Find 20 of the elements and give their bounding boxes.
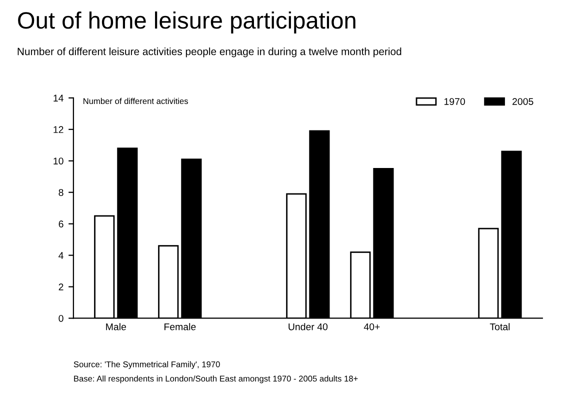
chart-subtitle: Number of different leisure activities people engage in during a twelve month period [18, 48, 402, 58]
legend-label: 2005 [512, 98, 534, 105]
x-tick-label: Female [164, 323, 196, 330]
chart-title: Out of home leisure participation [18, 11, 356, 34]
source-note: Source: 'The Symmetrical Family', 1970 [74, 361, 220, 369]
legend-label: 1970 [444, 98, 465, 105]
text: Base: All respondents in London/South East amongst 1970 - 2005 adults 18+ [74, 375, 358, 384]
x-tick-label: Male [106, 323, 126, 330]
x-tick-label: Total [490, 323, 510, 330]
y-axis-title: Number of different activities [84, 98, 188, 104]
y-tick-label: 4 [58, 252, 64, 259]
y-tick-label: 10 [54, 158, 64, 164]
y-tick-label: 14 [54, 94, 64, 102]
x-tick-label: Under 40 [288, 323, 328, 330]
y-tick-label: 8 [58, 189, 64, 196]
y-tick-label: 6 [58, 220, 64, 228]
y-tick-label: 12 [54, 126, 64, 133]
x-tick-label: 40+ [364, 323, 380, 330]
y-tick-label: 2 [58, 284, 64, 290]
y-tick-label: 0 [58, 314, 64, 322]
